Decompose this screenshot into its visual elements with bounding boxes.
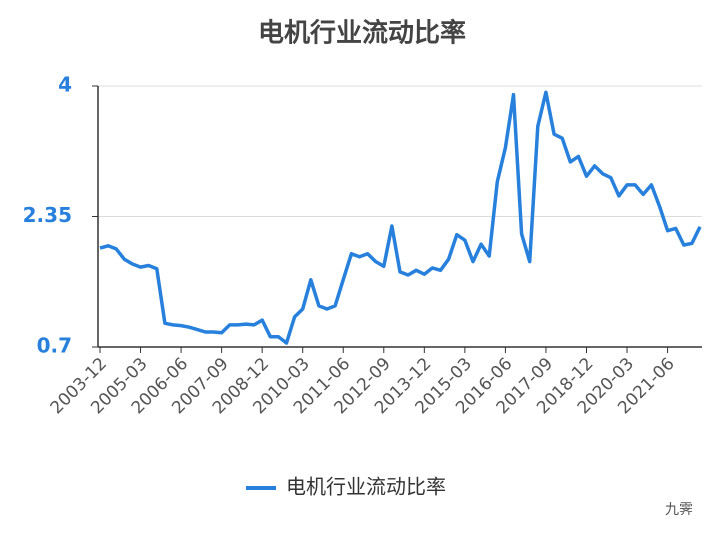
- chart-title: 电机行业流动比率: [258, 18, 466, 49]
- watermark: 九霁: [665, 502, 693, 518]
- y-tick-label: 2.35: [23, 203, 72, 227]
- y-tick-label: 4: [58, 73, 72, 97]
- y-tick-label: 0.7: [37, 334, 72, 358]
- legend-label: 电机行业流动比率: [286, 475, 446, 499]
- line-series: [99, 90, 702, 345]
